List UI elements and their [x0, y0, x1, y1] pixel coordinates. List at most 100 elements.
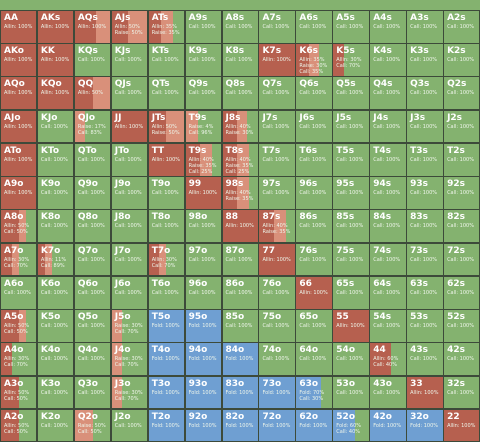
hand-cell[interactable]: K9s Call: 100%: [184, 43, 223, 77]
hand-cell[interactable]: 76o Call: 100%: [258, 275, 296, 310]
hand-cell[interactable]: T2o Fold: 100%: [147, 408, 186, 442]
hand-cell[interactable]: J2s Call: 100%: [443, 109, 480, 144]
hand-cell[interactable]: 42o Fold: 100%: [369, 408, 407, 442]
hand-cell[interactable]: 82o Fold: 100%: [221, 408, 259, 442]
hand-cell[interactable]: TT Allin: 100%: [147, 142, 186, 177]
hand-cell[interactable]: 95s Call: 100%: [332, 176, 370, 210]
hand-cell[interactable]: 53s Call: 100%: [406, 309, 444, 343]
hand-cell[interactable]: K3s Call: 100%: [406, 43, 444, 77]
hand-cell[interactable]: 62o Fold: 100%: [295, 408, 333, 442]
hand-cell[interactable]: T4s Call: 100%: [369, 142, 407, 177]
hand-cell[interactable]: A4o Allin: 30% Call: 70%: [0, 342, 38, 377]
hand-cell[interactable]: 52s Call: 100%: [443, 309, 480, 343]
hand-cell[interactable]: A2s Call: 100%: [443, 10, 480, 44]
hand-cell[interactable]: T2s Call: 100%: [443, 142, 480, 177]
hand-cell[interactable]: 83s Call: 100%: [406, 209, 444, 244]
hand-cell[interactable]: 63o Fold: 70% Call: 30%: [295, 375, 333, 410]
hand-cell[interactable]: Q9s Call: 100%: [184, 76, 223, 111]
hand-cell[interactable]: 92s Call: 100%: [443, 176, 480, 210]
hand-cell[interactable]: 96s Call: 100%: [295, 176, 333, 210]
hand-cell[interactable]: K8o Call: 100%: [36, 209, 75, 244]
hand-cell[interactable]: T9o Call: 100%: [147, 176, 186, 210]
hand-cell[interactable]: AKs Allin: 100%: [36, 10, 75, 44]
hand-cell[interactable]: J4s Call: 100%: [369, 109, 407, 144]
hand-cell[interactable]: A4s Call: 100%: [369, 10, 407, 44]
hand-cell[interactable]: 74o Call: 100%: [258, 342, 296, 377]
hand-cell[interactable]: 83o Fold: 100%: [221, 375, 259, 410]
hand-cell[interactable]: 32s Call: 100%: [443, 375, 480, 410]
hand-cell[interactable]: 32o Fold: 100%: [406, 408, 444, 442]
hand-cell[interactable]: 76s Call: 100%: [295, 242, 333, 277]
hand-cell[interactable]: J3o Raise: 30% Call: 70%: [110, 375, 149, 410]
hand-cell[interactable]: 93o Fold: 100%: [184, 375, 223, 410]
hand-cell[interactable]: 84s Call: 100%: [369, 209, 407, 244]
hand-cell[interactable]: AJs Allin: 50% Raise: 50%: [110, 10, 149, 44]
hand-cell[interactable]: 43s Call: 100%: [406, 342, 444, 377]
hand-cell[interactable]: 64o Call: 100%: [295, 342, 333, 377]
hand-cell[interactable]: 74s Call: 100%: [369, 242, 407, 277]
hand-cell[interactable]: 75o Call: 100%: [258, 309, 296, 343]
hand-cell[interactable]: 97s Call: 100%: [258, 176, 296, 210]
hand-cell[interactable]: A7s Call: 100%: [258, 10, 296, 44]
hand-cell[interactable]: T5s Call: 100%: [332, 142, 370, 177]
hand-cell[interactable]: KJs Call: 100%: [110, 43, 149, 77]
hand-cell[interactable]: A9s Call: 100%: [184, 10, 223, 44]
hand-cell[interactable]: Q4o Call: 100%: [73, 342, 112, 377]
hand-cell[interactable]: 86s Call: 100%: [295, 209, 333, 244]
hand-cell[interactable]: 33 Allin: 100%: [406, 375, 444, 410]
hand-cell[interactable]: 85s Call: 100%: [332, 209, 370, 244]
hand-cell[interactable]: 96o Call: 100%: [184, 275, 223, 310]
hand-cell[interactable]: 63s Call: 100%: [406, 275, 444, 310]
hand-cell[interactable]: 72s Call: 100%: [443, 242, 480, 277]
hand-cell[interactable]: A3s Call: 100%: [406, 10, 444, 44]
hand-cell[interactable]: T8o Call: 100%: [147, 209, 186, 244]
hand-cell[interactable]: 85o Call: 100%: [221, 309, 259, 343]
hand-cell[interactable]: 87o Call: 100%: [221, 242, 259, 277]
hand-cell[interactable]: A5s Call: 100%: [332, 10, 370, 44]
hand-cell[interactable]: A6s Call: 100%: [295, 10, 333, 44]
hand-cell[interactable]: JTo Call: 100%: [110, 142, 149, 177]
hand-cell[interactable]: JJ Allin: 100%: [110, 109, 149, 144]
hand-cell[interactable]: T4o Fold: 100%: [147, 342, 186, 377]
hand-cell[interactable]: J2o Call: 100%: [110, 408, 149, 442]
hand-cell[interactable]: T9s Raise: 4% Call: 96%: [184, 109, 223, 144]
hand-cell[interactable]: A5o Allin: 50% Call: 50%: [0, 309, 38, 343]
hand-cell[interactable]: 55 Allin: 100%: [332, 309, 370, 343]
hand-cell[interactable]: QJs Call: 100%: [110, 76, 149, 111]
hand-cell[interactable]: Q6o Call: 100%: [73, 275, 112, 310]
hand-cell[interactable]: 62s Call: 100%: [443, 275, 480, 310]
hand-cell[interactable]: Q9o Call: 100%: [73, 176, 112, 210]
hand-cell[interactable]: 52o Fold: 60% Call: 40%: [332, 408, 370, 442]
hand-cell[interactable]: KJo Call: 100%: [36, 109, 75, 144]
hand-cell[interactable]: K5s Allin: 30% Call: 70%: [332, 43, 370, 77]
hand-cell[interactable]: T5o Fold: 100%: [147, 309, 186, 343]
hand-cell[interactable]: A7o Allin: 30% Call: 70%: [0, 242, 38, 277]
hand-cell[interactable]: 88 Allin: 100%: [221, 209, 259, 244]
hand-cell[interactable]: QTs Call: 100%: [147, 76, 186, 111]
hand-cell[interactable]: T6s Call: 100%: [295, 142, 333, 177]
hand-cell[interactable]: Q4s Call: 100%: [369, 76, 407, 111]
hand-cell[interactable]: 64s Call: 100%: [369, 275, 407, 310]
hand-cell[interactable]: 72o Fold: 100%: [258, 408, 296, 442]
hand-cell[interactable]: 65s Call: 100%: [332, 275, 370, 310]
hand-cell[interactable]: T3s Call: 100%: [406, 142, 444, 177]
hand-cell[interactable]: A6o Call: 100%: [0, 275, 38, 310]
hand-cell[interactable]: J4o Raise: 30% Call: 70%: [110, 342, 149, 377]
hand-cell[interactable]: J5s Call: 100%: [332, 109, 370, 144]
hand-cell[interactable]: 94s Call: 100%: [369, 176, 407, 210]
hand-cell[interactable]: T9s Allin: 40% Raise: 35% Call: 25%: [184, 142, 223, 177]
hand-cell[interactable]: 75s Call: 100%: [332, 242, 370, 277]
hand-cell[interactable]: KTs Call: 100%: [147, 43, 186, 77]
hand-cell[interactable]: 98s Allin: 40% Raise: 35%: [221, 176, 259, 210]
hand-cell[interactable]: JTs Allin: 50% Raise: 50%: [147, 109, 186, 144]
hand-cell[interactable]: Q7s Call: 100%: [258, 76, 296, 111]
hand-cell[interactable]: A8o Allin: 50% Call: 50%: [0, 209, 38, 244]
hand-cell[interactable]: 54o Call: 100%: [332, 342, 370, 377]
hand-cell[interactable]: Q5s Call: 100%: [332, 76, 370, 111]
hand-cell[interactable]: J3s Call: 100%: [406, 109, 444, 144]
hand-cell[interactable]: A2o Allin: 50% Call: 50%: [0, 408, 38, 442]
hand-cell[interactable]: J5o Raise: 30% Call: 70%: [110, 309, 149, 343]
hand-cell[interactable]: KQs Call: 100%: [73, 43, 112, 77]
hand-cell[interactable]: Q8s Call: 100%: [221, 76, 259, 111]
hand-cell[interactable]: 86o Call: 100%: [221, 275, 259, 310]
